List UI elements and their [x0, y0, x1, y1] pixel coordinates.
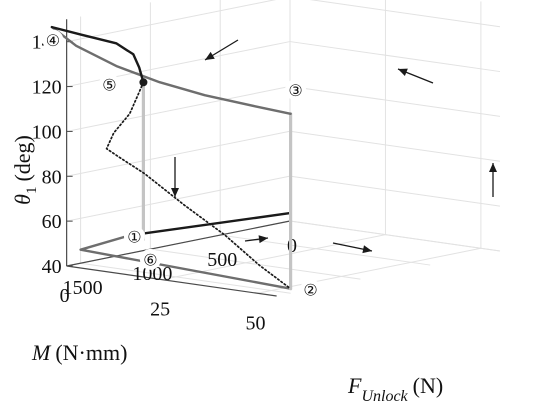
grid-line	[66, 130, 291, 177]
arrowhead	[171, 188, 179, 197]
arrowhead	[398, 68, 408, 77]
step-marker: ⑤	[102, 77, 116, 94]
arrowhead	[258, 235, 268, 244]
arrowhead	[205, 51, 215, 60]
grid-line	[289, 130, 501, 162]
step-marker: ③	[288, 83, 302, 100]
z-tick-label: 100	[32, 121, 62, 143]
m-tick-label: 500	[207, 249, 237, 271]
marker-backdrop	[123, 225, 145, 247]
grid-line	[289, 41, 501, 73]
z-tick-label: 60	[42, 211, 62, 233]
grid-line	[289, 85, 501, 117]
m-axis-label: M (N·mm)	[31, 340, 127, 365]
grid-line	[80, 262, 291, 294]
f-axis-label: FUnlock (N)	[347, 373, 443, 405]
step-marker: ②	[303, 283, 317, 300]
series-line	[79, 234, 292, 290]
arrows	[171, 39, 497, 254]
m-tick-label: 1500	[63, 277, 103, 299]
grid-line	[66, 85, 291, 132]
marker-backdrop	[98, 73, 120, 95]
f-axis-line	[66, 265, 277, 297]
arrowhead	[362, 245, 372, 254]
z-axis-label: θ1(deg)	[10, 135, 40, 205]
critical-point	[139, 78, 148, 87]
marker-backdrop	[285, 79, 307, 101]
marker-backdrop	[300, 279, 322, 301]
step-marker: ⑥	[143, 252, 157, 269]
axes: 40608010012014005001000150002550	[32, 19, 297, 334]
z-tick-label: 120	[32, 77, 62, 99]
curves	[50, 25, 293, 291]
grid-line	[161, 234, 386, 281]
grid-line	[257, 247, 481, 294]
z-tick-label: 40	[42, 256, 62, 278]
m-axis-line	[66, 220, 291, 267]
grid-line	[289, 175, 501, 207]
z-tick-label: 80	[42, 166, 62, 188]
f-tick-label: 0	[60, 285, 70, 307]
arrowhead	[489, 163, 497, 172]
step-markers: ① ② ③ ④ ⑤ ⑥	[42, 29, 322, 301]
grid-line	[66, 0, 277, 43]
grid-line	[309, 0, 501, 28]
marker-backdrop	[139, 248, 161, 270]
grid-lines	[66, 0, 501, 294]
marker-backdrop	[42, 29, 64, 51]
series-line	[105, 81, 292, 290]
grid-line	[289, 220, 501, 252]
grid-line	[150, 248, 361, 280]
series-line	[50, 25, 292, 116]
f-tick-label: 50	[246, 312, 266, 334]
step-marker: ④	[46, 33, 60, 50]
f-tick-label: 25	[150, 299, 170, 321]
m-tick-label: 1000	[132, 263, 172, 285]
series-line	[50, 25, 145, 84]
step-marker: ①	[127, 229, 141, 246]
grid-line	[66, 175, 291, 222]
